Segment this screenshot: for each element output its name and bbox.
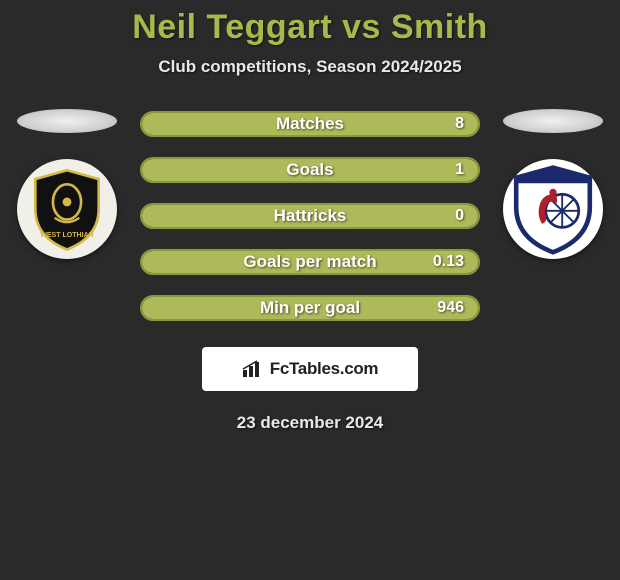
shield-icon: WEST LOTHIAN	[23, 165, 111, 253]
stat-bar: Min per goal 946	[140, 295, 480, 321]
stat-label: Goals	[286, 160, 333, 180]
left-col: WEST LOTHIAN	[12, 109, 122, 259]
stat-value: 8	[455, 115, 464, 133]
brand-badge: FcTables.com	[202, 347, 418, 391]
brand-text: FcTables.com	[270, 359, 379, 379]
stats-bars: Matches 8 Goals 1 Hattricks 0 Goals per match 0…	[140, 111, 480, 321]
bar-chart-icon	[242, 360, 264, 378]
stat-bar: Matches 8	[140, 111, 480, 137]
stat-label: Min per goal	[260, 298, 360, 318]
comparison-card: Neil Teggart vs Smith Club competitions,…	[0, 0, 620, 441]
pedestal-right	[503, 109, 603, 133]
main-row: WEST LOTHIAN Matches 8 Goals 1 Hattricks 0 Goa…	[10, 109, 610, 321]
subtitle: Club competitions, Season 2024/2025	[10, 57, 610, 77]
svg-text:WEST LOTHIAN: WEST LOTHIAN	[40, 232, 94, 239]
stat-label: Goals per match	[243, 252, 376, 272]
stat-value: 0.13	[433, 253, 464, 271]
team-crest-left: WEST LOTHIAN	[17, 159, 117, 259]
stat-label: Matches	[276, 114, 344, 134]
stat-value: 946	[437, 299, 464, 317]
stat-bar: Goals 1	[140, 157, 480, 183]
stat-bar: Goals per match 0.13	[140, 249, 480, 275]
right-col	[498, 109, 608, 259]
stat-label: Hattricks	[274, 206, 347, 226]
stat-value: 1	[455, 161, 464, 179]
shield-icon	[507, 163, 599, 255]
page-title: Neil Teggart vs Smith	[10, 8, 610, 47]
date-text: 23 december 2024	[10, 413, 610, 433]
team-crest-right	[503, 159, 603, 259]
stat-bar: Hattricks 0	[140, 203, 480, 229]
stat-value: 0	[455, 207, 464, 225]
pedestal-left	[17, 109, 117, 133]
